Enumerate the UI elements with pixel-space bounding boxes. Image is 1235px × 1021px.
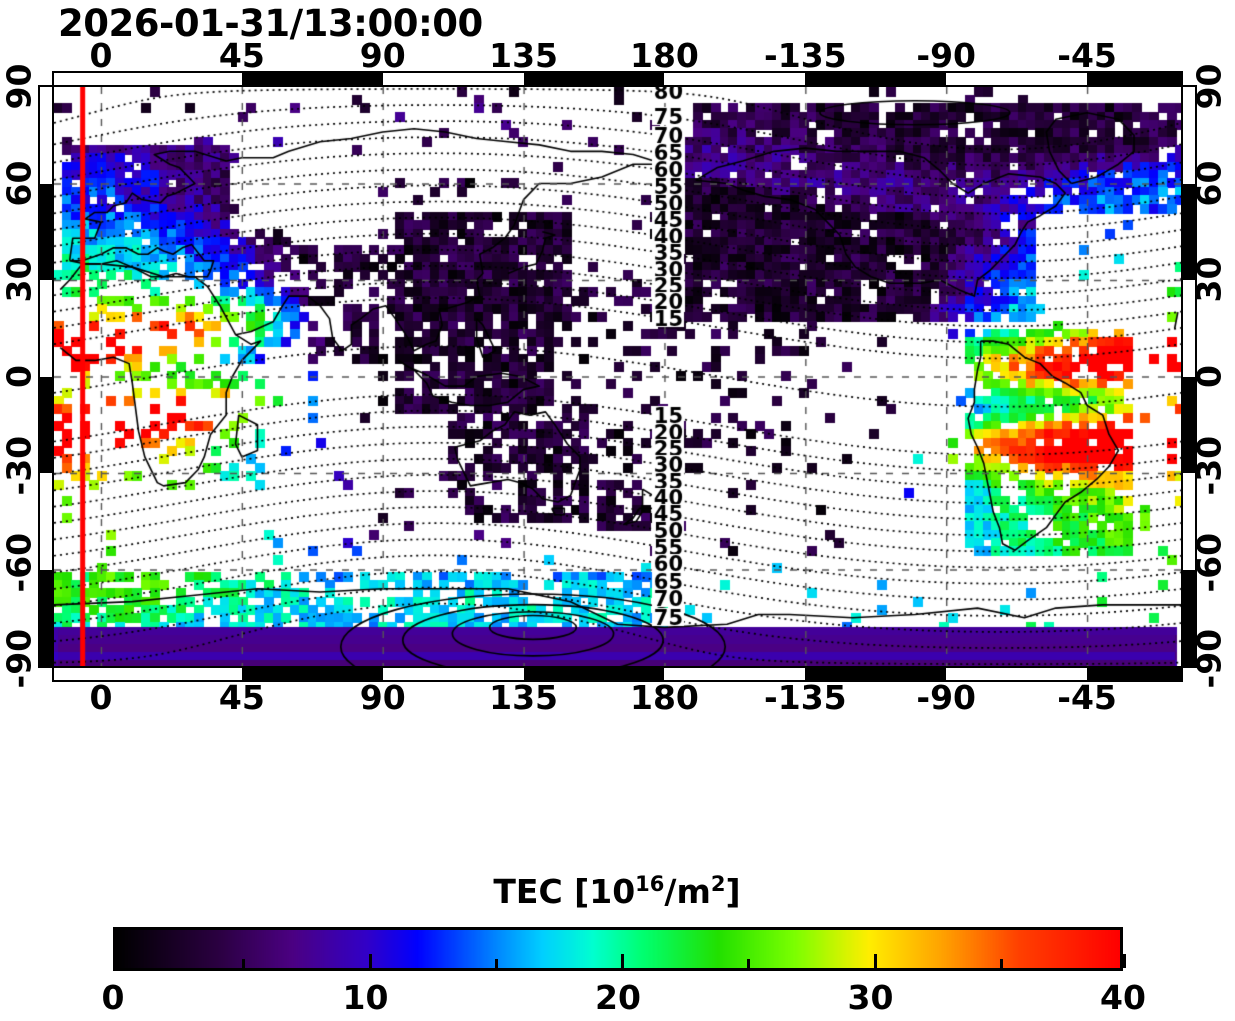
right-axis-bar xyxy=(1183,85,1197,668)
x-tick-label-bot-3: 135 xyxy=(489,678,559,717)
x-tick-label-bot-1: 45 xyxy=(218,678,265,717)
axis-bar-segment xyxy=(805,668,947,680)
x-tick-label-top-2: 90 xyxy=(359,36,406,75)
map-plot-area[interactable] xyxy=(52,85,1183,668)
colorbar-gradient xyxy=(116,930,1120,968)
colorbar-tick xyxy=(116,954,119,968)
colorbar[interactable] xyxy=(113,927,1126,971)
axis-bar-segment xyxy=(805,73,947,85)
y-tick-label-left-6: -90 xyxy=(0,628,39,689)
x-tick-label-bot-7: -45 xyxy=(1057,678,1117,717)
colorbar-title-prefix: TEC [10 xyxy=(493,872,636,911)
colorbar-tick xyxy=(368,954,372,968)
axis-bar-segment xyxy=(241,668,383,680)
axis-bar-segment xyxy=(40,376,52,473)
colorbar-tick xyxy=(242,959,246,968)
y-tick-label-right-0: 90 xyxy=(1189,63,1229,110)
y-tick-label-left-4: -30 xyxy=(0,435,39,496)
colorbar-tick xyxy=(999,959,1003,968)
colorbar-tick-label-2: 20 xyxy=(595,978,641,1017)
x-tick-label-bot-0: 0 xyxy=(89,678,113,717)
colorbar-title: TEC [1016/m2] xyxy=(493,872,740,911)
x-tick-label-top-7: -45 xyxy=(1057,36,1117,75)
x-tick-label-bot-4: 180 xyxy=(630,678,699,717)
colorbar-tick xyxy=(621,954,624,968)
y-tick-label-left-1: 60 xyxy=(0,160,39,206)
colorbar-title-suffix: ] xyxy=(725,872,741,911)
colorbar-tick xyxy=(1123,954,1126,968)
y-tick-label-right-5: -60 xyxy=(1189,532,1229,592)
x-tick-label-top-1: 45 xyxy=(218,36,265,75)
axis-bar-segment xyxy=(40,183,52,280)
axis-bar-segment xyxy=(1183,376,1195,473)
colorbar-tick xyxy=(494,959,498,968)
colorbar-tick xyxy=(747,959,751,968)
y-tick-label-right-6: -90 xyxy=(1189,628,1229,689)
left-axis-bar xyxy=(38,85,52,668)
colorbar-tick xyxy=(873,954,877,968)
axis-bar-segment xyxy=(241,73,383,85)
colorbar-tick-label-3: 30 xyxy=(847,978,894,1017)
y-tick-label-left-0: 90 xyxy=(0,63,39,110)
colorbar-tick-label-1: 10 xyxy=(342,978,389,1017)
page-title: 2026-01-31/13:00:00 xyxy=(58,2,483,45)
colorbar-title-exp2: 2 xyxy=(710,872,726,896)
x-tick-label-bot-6: -90 xyxy=(916,678,977,717)
y-tick-label-right-2: 30 xyxy=(1189,256,1229,303)
colorbar-title-exp1: 16 xyxy=(635,872,665,896)
y-tick-label-right-4: -30 xyxy=(1189,435,1229,496)
y-tick-label-left-5: -60 xyxy=(0,532,39,592)
tec-heatmap-canvas xyxy=(54,87,1181,666)
axis-bar-segment xyxy=(1183,569,1195,666)
colorbar-title-mid: /m xyxy=(664,872,711,911)
bottom-axis-bar xyxy=(52,668,1183,682)
x-tick-label-top-0: 0 xyxy=(89,36,113,75)
axis-bar-segment xyxy=(40,569,52,666)
x-tick-label-top-3: 135 xyxy=(489,36,559,75)
x-tick-label-bot-5: -135 xyxy=(764,678,847,717)
axis-bar-segment xyxy=(523,668,665,680)
colorbar-tick-label-0: 0 xyxy=(101,978,125,1017)
y-tick-label-right-3: 0 xyxy=(1189,364,1229,388)
axis-bar-segment xyxy=(1087,73,1181,85)
axis-bar-segment xyxy=(1183,183,1195,280)
colorbar-tick-label-4: 40 xyxy=(1100,978,1146,1017)
y-tick-label-left-2: 30 xyxy=(0,256,39,303)
x-tick-label-bot-2: 90 xyxy=(359,678,406,717)
y-tick-label-left-3: 0 xyxy=(0,364,39,388)
x-tick-label-top-6: -90 xyxy=(916,36,977,75)
x-tick-label-top-5: -135 xyxy=(764,36,847,75)
top-axis-bar xyxy=(52,71,1183,85)
y-tick-label-right-1: 60 xyxy=(1189,160,1229,206)
x-tick-label-top-4: 180 xyxy=(630,36,699,75)
axis-bar-segment xyxy=(523,73,665,85)
axis-bar-segment xyxy=(1087,668,1181,680)
